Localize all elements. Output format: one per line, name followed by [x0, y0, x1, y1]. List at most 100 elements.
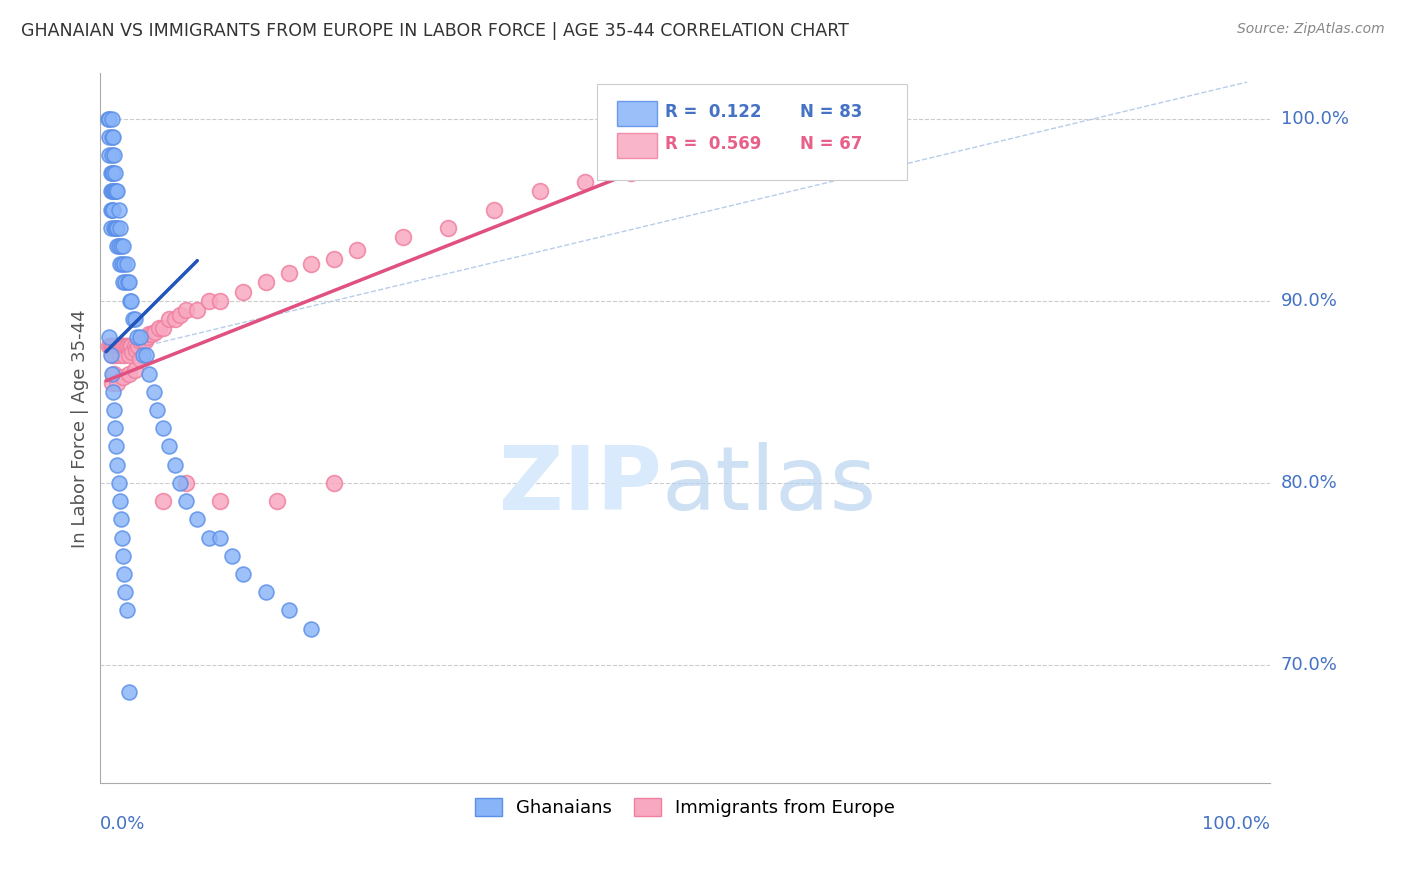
Point — [665, 157, 688, 171]
Point — [143, 325, 166, 339]
Y-axis label: In Labor Force | Age 35-44: In Labor Force | Age 35-44 — [72, 309, 89, 548]
Point — [104, 348, 127, 362]
Point — [101, 129, 124, 144]
Point — [482, 202, 505, 217]
Point — [136, 330, 159, 344]
Point — [108, 220, 131, 235]
Point — [112, 566, 135, 581]
Point — [254, 585, 277, 599]
Point — [100, 185, 122, 199]
Text: Source: ZipAtlas.com: Source: ZipAtlas.com — [1237, 22, 1385, 37]
Point — [117, 276, 139, 290]
Point — [111, 531, 134, 545]
Point — [105, 220, 128, 235]
Point — [100, 166, 122, 180]
Point — [186, 302, 208, 317]
Text: 70.0%: 70.0% — [1281, 657, 1337, 674]
Point — [100, 220, 122, 235]
Point — [124, 363, 146, 377]
Point — [103, 403, 125, 417]
Text: N = 67: N = 67 — [800, 135, 862, 153]
Text: 100.0%: 100.0% — [1202, 815, 1270, 833]
Point — [134, 334, 156, 348]
Point — [100, 376, 122, 390]
Point — [98, 339, 121, 353]
Point — [107, 339, 129, 353]
Point — [152, 421, 174, 435]
Point — [121, 344, 143, 359]
Point — [266, 494, 288, 508]
Point — [277, 603, 299, 617]
FancyBboxPatch shape — [617, 134, 657, 158]
Point — [135, 348, 157, 362]
Point — [110, 239, 132, 253]
Point — [110, 512, 132, 526]
FancyBboxPatch shape — [598, 84, 907, 179]
Point — [107, 458, 129, 472]
Point — [120, 339, 142, 353]
Point — [118, 367, 141, 381]
Point — [108, 348, 131, 362]
Point — [174, 494, 197, 508]
Point — [125, 343, 148, 357]
Point — [209, 531, 232, 545]
Point — [105, 440, 128, 454]
Point — [169, 308, 191, 322]
Point — [112, 339, 135, 353]
Point — [100, 367, 122, 381]
Point — [163, 312, 186, 326]
Text: ZIP: ZIP — [499, 442, 662, 529]
Point — [118, 293, 141, 308]
Text: R =  0.122: R = 0.122 — [665, 103, 762, 121]
Point — [124, 339, 146, 353]
Point — [107, 339, 129, 353]
Point — [323, 252, 346, 266]
Point — [221, 549, 243, 563]
Point — [107, 220, 129, 235]
Point — [112, 348, 135, 362]
Point — [114, 585, 136, 599]
Point — [299, 257, 322, 271]
Point — [148, 321, 170, 335]
Point — [620, 166, 643, 180]
Point — [169, 475, 191, 490]
Point — [197, 293, 219, 308]
Point — [118, 339, 141, 353]
Point — [124, 312, 146, 326]
Point — [107, 475, 129, 490]
Point — [100, 112, 122, 126]
Point — [197, 531, 219, 545]
Point — [100, 202, 122, 217]
Point — [98, 112, 121, 126]
Point — [129, 334, 152, 348]
Legend: Ghanaians, Immigrants from Europe: Ghanaians, Immigrants from Europe — [468, 790, 903, 824]
Text: 0.0%: 0.0% — [100, 815, 146, 833]
Point — [111, 339, 134, 353]
Point — [152, 321, 174, 335]
Point — [131, 348, 153, 362]
Point — [143, 384, 166, 399]
Point — [209, 293, 232, 308]
Point — [174, 302, 197, 317]
Point — [129, 351, 152, 366]
Point — [115, 339, 138, 353]
Text: N = 83: N = 83 — [800, 103, 862, 121]
Point — [101, 202, 124, 217]
Point — [118, 348, 141, 362]
Point — [146, 403, 169, 417]
Point — [120, 293, 142, 308]
Point — [100, 339, 122, 353]
Point — [100, 348, 122, 362]
Point — [104, 421, 127, 435]
Point — [100, 166, 122, 180]
Point — [97, 112, 120, 126]
Point — [101, 166, 124, 180]
Point — [107, 185, 129, 199]
Point — [115, 257, 138, 271]
Point — [125, 330, 148, 344]
Point — [111, 257, 134, 271]
Text: GHANAIAN VS IMMIGRANTS FROM EUROPE IN LABOR FORCE | AGE 35-44 CORRELATION CHART: GHANAIAN VS IMMIGRANTS FROM EUROPE IN LA… — [21, 22, 849, 40]
Point — [100, 185, 122, 199]
Point — [114, 276, 136, 290]
Point — [100, 202, 122, 217]
